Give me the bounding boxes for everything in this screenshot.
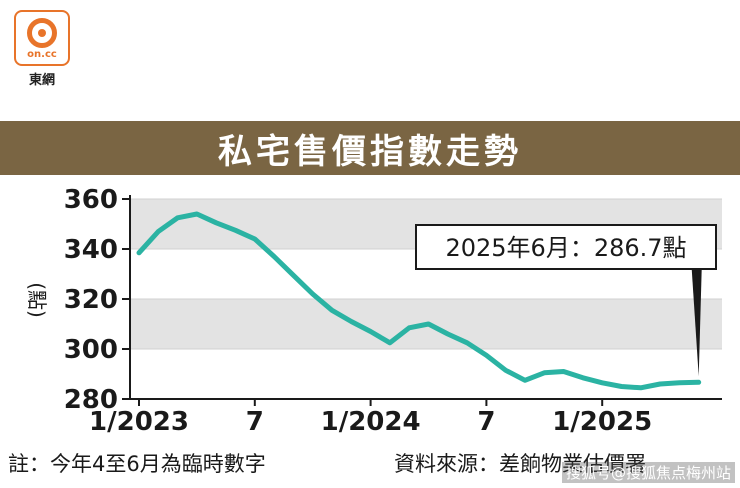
data-point [658, 382, 662, 386]
y-tick-label: 320 [64, 285, 118, 315]
x-tick-label: 7 [477, 407, 495, 437]
y-axis-label: (點) [25, 282, 49, 318]
annotation-pointer [691, 269, 702, 377]
data-point [156, 230, 160, 233]
data-point [214, 221, 218, 225]
data-point [253, 237, 257, 241]
y-tick-label: 300 [64, 335, 118, 365]
data-point [369, 330, 373, 333]
data-point [427, 322, 430, 326]
data-point [504, 368, 508, 372]
data-point [677, 381, 681, 385]
annotation-label: 2025年6月：286.7點 [445, 234, 686, 262]
watermark: 搜狐号@搜狐焦点梅州站 [562, 462, 736, 483]
y-tick-label: 280 [64, 385, 118, 415]
data-point [542, 371, 546, 375]
data-point [465, 341, 469, 345]
data-point [291, 273, 295, 277]
data-point [176, 216, 180, 220]
logo-icon: on.cc [14, 10, 70, 66]
title-bar: 私宅售價指數走勢 [0, 121, 740, 175]
series-line [136, 211, 702, 391]
data-point [407, 326, 411, 330]
data-point [272, 255, 276, 258]
footer-source: 資料來源：差餉物業估價署 [394, 452, 646, 476]
data-point [311, 292, 315, 296]
y-tick-label: 340 [64, 235, 118, 265]
footer-note: 註：今年4至6月為臨時數字 [8, 452, 266, 476]
data-point [446, 332, 450, 336]
oncc-logo: on.cc 東網 [14, 10, 72, 88]
x-tick-label: 7 [246, 407, 264, 437]
x-tick-label: 1/2023 [89, 407, 189, 437]
data-point [562, 370, 566, 373]
x-tick-label: 1/2024 [321, 407, 421, 437]
data-point [349, 320, 353, 323]
y-tick-label: 360 [64, 185, 118, 215]
data-point [195, 212, 199, 216]
data-point [330, 308, 334, 312]
x-tick-label: 1/2025 [552, 407, 652, 437]
data-point [388, 341, 392, 345]
data-point [523, 378, 527, 382]
data-point [581, 376, 585, 380]
logo-name: 東網 [28, 73, 55, 88]
annotation-box [415, 224, 717, 270]
data-point [137, 251, 141, 255]
data-point [600, 381, 604, 385]
logo-ring-icon [27, 17, 57, 48]
line-chart: (點) 280 300 320 340 360 1/2023 7 1/2024 7 1/2025 2… [25, 185, 722, 437]
chart-title: 私宅售價指數走勢 [218, 131, 522, 172]
data-point [484, 353, 488, 357]
data-point [639, 386, 643, 390]
data-point [620, 385, 623, 388]
data-point [234, 228, 237, 232]
logo-domain: on.cc [27, 48, 57, 60]
data-point [697, 380, 701, 384]
